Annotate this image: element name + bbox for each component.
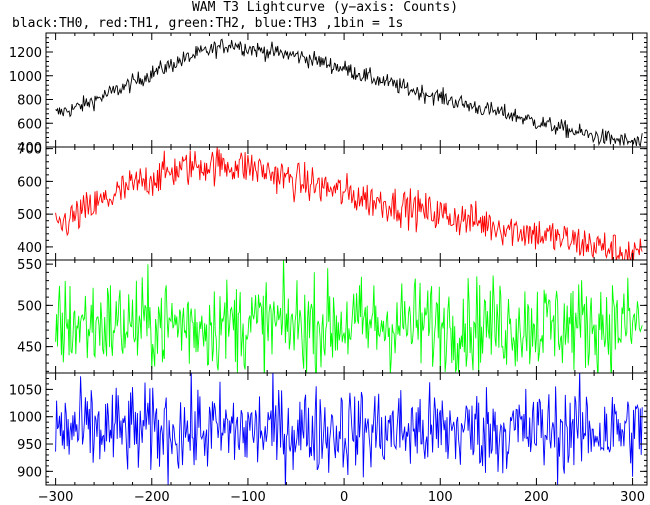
- panel-frame-3: [45, 372, 648, 486]
- y-tick-label: 1050: [9, 383, 42, 398]
- series-line-th1: [55, 147, 643, 260]
- series-line-th3: [55, 373, 643, 485]
- y-tick-label: 900: [17, 465, 42, 480]
- y-tick-label: 1200: [9, 46, 42, 61]
- y-tick-label: 600: [17, 117, 42, 132]
- x-tick-label: 0: [340, 490, 348, 505]
- series-line-th2: [55, 260, 643, 373]
- x-tick-label: −300: [38, 490, 74, 505]
- y-tick-label: 950: [17, 438, 42, 453]
- chart-subtitle: black:TH0, red:TH1, green:TH2, blue:TH3 …: [12, 16, 404, 31]
- series-line-th0: [55, 38, 643, 147]
- panel-frame-0: [45, 32, 648, 148]
- y-tick-label: 600: [17, 175, 42, 190]
- y-tick-label: 500: [17, 299, 42, 314]
- y-tick-label: 700: [17, 143, 42, 158]
- y-tick-label: 400: [17, 241, 42, 256]
- x-tick-label: −100: [230, 490, 266, 505]
- y-tick-label: 400: [17, 141, 42, 156]
- x-tick-label: 300: [620, 490, 645, 505]
- x-tick-label: 100: [428, 490, 453, 505]
- y-tick-label: 500: [17, 208, 42, 223]
- y-tick-label: 1000: [9, 411, 42, 426]
- panel-frame-1: [45, 146, 648, 261]
- y-tick-label: 550: [17, 258, 42, 273]
- x-tick-label: −200: [134, 490, 170, 505]
- chart-title: WAM T3 Lightcurve (y−axis: Counts): [191, 0, 459, 15]
- y-tick-label: 450: [17, 341, 42, 356]
- x-tick-label: 200: [524, 490, 549, 505]
- y-tick-label: 1000: [9, 70, 42, 85]
- y-tick-label: 800: [17, 94, 42, 109]
